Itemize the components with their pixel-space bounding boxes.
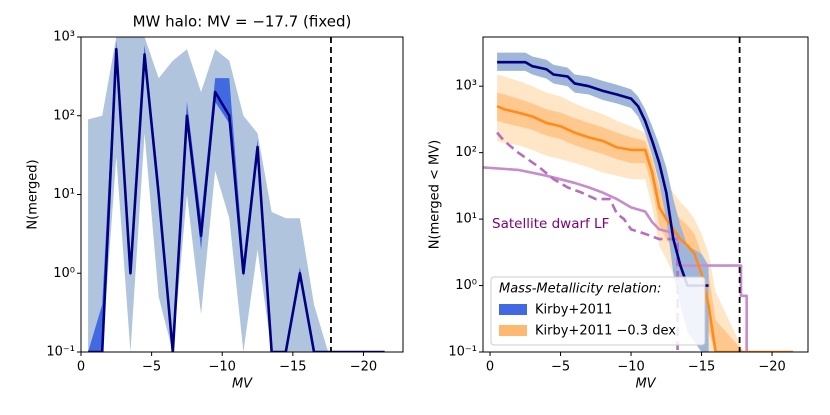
band: [497, 74, 794, 352]
y-tick-label: 10⁻¹: [448, 345, 477, 360]
legend-swatch: [499, 325, 527, 336]
band: [497, 92, 794, 352]
y-tick-label: 10⁰: [455, 278, 477, 293]
x-axis-label: MV: [232, 377, 253, 392]
y-tick-label: 10⁻¹: [46, 345, 75, 360]
x-tick-label: 0: [486, 360, 494, 375]
x-tick-label: −20: [350, 360, 377, 375]
x-tick-label: −20: [758, 360, 785, 375]
x-tick-label: 0: [77, 360, 85, 375]
series-line: [497, 60, 709, 287]
y-tick-label: 10³: [455, 79, 477, 94]
legend-title: Mass-Metallicity relation:: [499, 282, 661, 297]
x-tick-label: −5: [551, 360, 570, 375]
x-tick-label: −10: [209, 360, 236, 375]
legend-swatch: [499, 304, 527, 315]
y-tick-label: 10¹: [53, 187, 75, 202]
y-tick-label: 10³: [53, 30, 75, 45]
x-tick-label: −5: [142, 360, 161, 375]
axes-frame: [482, 36, 809, 353]
series-line: [483, 166, 748, 352]
x-tick-label: −10: [617, 360, 644, 375]
y-tick-label: 10²: [53, 108, 75, 123]
chart-title: MW halo: MV = −17.7 (fixed): [133, 13, 352, 31]
y-tick-label: 10²: [455, 145, 477, 160]
x-tick-label: −15: [688, 360, 715, 375]
plot-area: [88, 37, 385, 352]
series-line: [496, 131, 679, 352]
legend-label: Kirby+2011 −0.3 dex: [535, 324, 676, 339]
x-axis-label: MV: [635, 377, 656, 392]
annotation: Satellite dwarf LF: [492, 216, 609, 232]
series-line: [88, 47, 385, 352]
legend-box: [490, 276, 706, 346]
y-tick-label: 10⁰: [53, 266, 75, 281]
y-tick-label: 10¹: [455, 212, 477, 227]
legend-label: Kirby+2011: [535, 303, 612, 318]
y-axis-label: N(merged): [26, 159, 41, 229]
x-tick-label: −15: [279, 360, 306, 375]
y-axis-label: N(merged < MV): [428, 140, 443, 249]
